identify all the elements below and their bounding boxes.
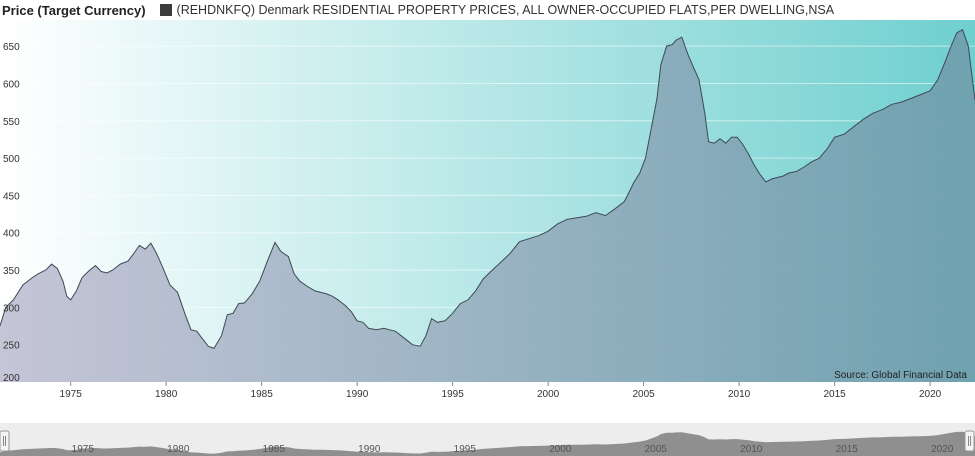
navigator-area: [0, 431, 975, 456]
x-tick-label: 1975: [60, 389, 83, 400]
navigator-handle-left[interactable]: [0, 430, 10, 452]
x-tick-label: 1995: [442, 389, 465, 400]
x-tick-label: 2000: [537, 389, 560, 400]
y-tick-label: 450: [3, 191, 20, 202]
y-tick-label: 500: [3, 154, 20, 165]
y-tick-label: 350: [3, 266, 20, 277]
y-tick-label: 550: [3, 117, 20, 128]
legend-swatch[interactable]: [159, 4, 172, 16]
navigator-tick-label: 2015: [836, 444, 859, 455]
navigator-tick-label: 1980: [167, 444, 190, 455]
navigator-tick-label: 2020: [931, 444, 954, 455]
navigator-labels: 1975 1980 1985 1990 1995 2000 2005 2010 2015 2020: [72, 444, 954, 455]
navigator-tick-label: 2005: [645, 444, 668, 455]
chart-header: Price (Target Currency) (REHDNKFQ) Denma…: [0, 0, 975, 20]
y-tick-label: 650: [3, 42, 20, 53]
navigator-tick-label: 1990: [358, 444, 381, 455]
series-line[interactable]: [0, 28, 975, 350]
x-tick-label: 2005: [633, 389, 656, 400]
y-axis-title: Price (Target Currency): [2, 2, 146, 18]
y-axis-labels: 200 250 300 350 400 450 500 550 600 650: [3, 42, 20, 384]
navigator-handle-right[interactable]: [964, 430, 975, 452]
x-tick-label: 1990: [346, 389, 369, 400]
x-tick-label: 2010: [728, 389, 751, 400]
navigator-tick-label: 1985: [263, 444, 286, 455]
y-tick-label: 300: [3, 303, 20, 314]
source-note: Source: Global Financial Data: [834, 370, 967, 381]
x-axis-labels: 1975 1980 1985 1990 1995 2000 2005 2010 2015 2020: [60, 382, 942, 400]
y-tick-label: 200: [3, 373, 20, 384]
y-tick-label: 400: [3, 229, 20, 240]
navigator-tick-label: 2000: [549, 444, 572, 455]
series-area[interactable]: [0, 29, 975, 382]
navigator-tick-label: 1995: [454, 444, 477, 455]
navigator-tick-label: 1975: [72, 444, 95, 455]
y-tick-label: 250: [3, 341, 20, 352]
range-navigator[interactable]: 1975 1980 1985 1990 1995 2000 2005 2010 2015 2020: [0, 423, 975, 456]
y-tick-label: 600: [3, 79, 20, 90]
x-tick-label: 2015: [823, 389, 846, 400]
x-tick-label: 1980: [155, 389, 178, 400]
x-tick-label: 2020: [919, 389, 942, 400]
navigator-tick-label: 2010: [740, 444, 763, 455]
legend-label[interactable]: (REHDNKFQ) Denmark RESIDENTIAL PROPERTY …: [176, 3, 835, 17]
x-tick-label: 1985: [251, 389, 274, 400]
